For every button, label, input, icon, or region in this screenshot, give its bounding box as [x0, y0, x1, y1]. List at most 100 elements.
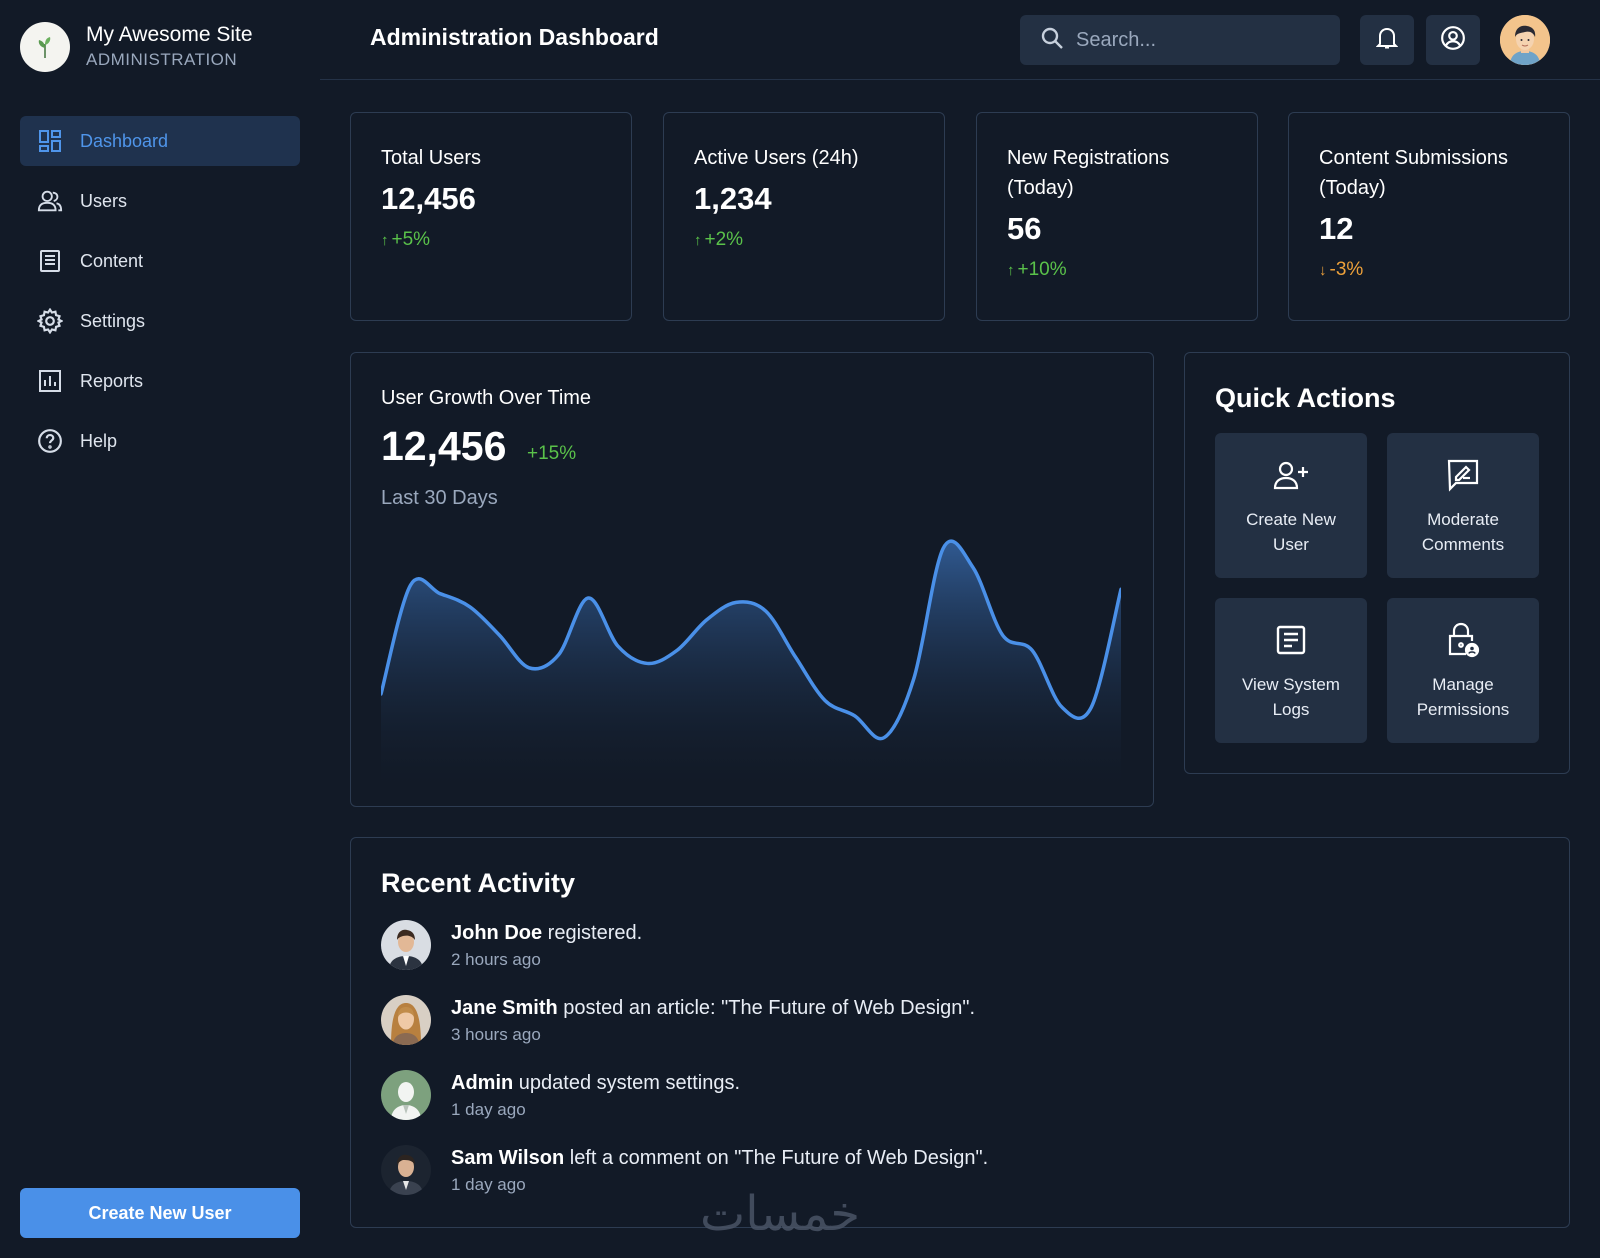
- search-icon: [1040, 26, 1064, 55]
- notifications-button[interactable]: [1360, 15, 1414, 65]
- chart-series-line: [381, 539, 1121, 741]
- user-avatar[interactable]: [1500, 15, 1550, 65]
- quick-actions-title: Quick Actions: [1215, 383, 1396, 413]
- activity-user: Jane Smith: [451, 997, 558, 1019]
- bell-icon: [1375, 26, 1399, 55]
- avatar: [381, 1070, 431, 1120]
- search-input[interactable]: [1076, 28, 1316, 52]
- document-icon: [37, 248, 63, 274]
- qa-create-user-button[interactable]: Create New User: [1215, 433, 1367, 578]
- arrow-up-icon: ↑: [381, 231, 389, 249]
- sidebar-item-label: Users: [80, 190, 128, 211]
- activity-time: 1 day ago: [451, 1175, 526, 1194]
- activity-time: 3 hours ago: [451, 1025, 541, 1044]
- qa-label: Create New User: [1246, 510, 1336, 554]
- stat-value: 12: [1319, 211, 1354, 246]
- activity-user: Sam Wilson: [451, 1147, 565, 1169]
- user-circle-icon: [1440, 25, 1466, 56]
- chart-area-fill: [381, 541, 1121, 785]
- activity-item[interactable]: John Doe registered. 2 hours ago: [381, 920, 642, 974]
- qa-label: Manage Permissions: [1416, 675, 1510, 719]
- activity-text: Jane Smith posted an article: "The Futur…: [451, 995, 975, 1021]
- sidebar-nav: Dashboard Users Content: [20, 116, 300, 476]
- activity-description: posted an article: "The Future of Web De…: [557, 997, 976, 1019]
- account-button[interactable]: [1426, 15, 1480, 65]
- activity-text: Admin updated system settings.: [451, 1070, 740, 1096]
- activity-item[interactable]: Jane Smith posted an article: "The Futur…: [381, 995, 975, 1049]
- help-icon: [37, 428, 63, 454]
- page-title: Administration Dashboard: [370, 24, 659, 50]
- sprout-icon: [20, 22, 70, 72]
- stat-card-new-registrations: New Registrations (Today) 56 ↑ +10%: [976, 112, 1258, 321]
- stat-label: Active Users (24h): [694, 147, 859, 169]
- dashboard-icon: [37, 128, 63, 154]
- stat-change: ↑ +2%: [694, 229, 914, 251]
- stat-card-content-submissions: Content Submissions (Today) 12 ↓ -3%: [1288, 112, 1570, 321]
- user-growth-card: User Growth Over Time 12,456 +15% Last 3…: [350, 352, 1154, 807]
- stat-change-value: +2%: [704, 229, 744, 250]
- stat-change-value: +5%: [391, 229, 431, 250]
- qa-moderate-comments-button[interactable]: Moderate Comments: [1387, 433, 1539, 578]
- sidebar-item-settings[interactable]: Settings: [20, 296, 300, 346]
- qa-label: Moderate Comments: [1421, 510, 1505, 554]
- sidebar-item-label: Dashboard: [80, 130, 169, 151]
- sidebar-item-label: Settings: [80, 310, 146, 331]
- stat-value: 12,456: [381, 181, 476, 216]
- sidebar-item-reports[interactable]: Reports: [20, 356, 300, 406]
- stat-change-value: +10%: [1017, 259, 1067, 280]
- sidebar: My Awesome Site ADMINISTRATION Dashboard…: [0, 0, 320, 1258]
- bar-chart-icon: [37, 368, 63, 394]
- gear-icon: [37, 308, 63, 334]
- sidebar-item-users[interactable]: Users: [20, 176, 300, 226]
- stat-value: 1,234: [694, 181, 772, 216]
- activity-text: Sam Wilson left a comment on "The Future…: [451, 1145, 988, 1171]
- chart-period: Last 30 Days: [381, 487, 498, 509]
- activity-item[interactable]: Admin updated system settings. 1 day ago: [381, 1070, 740, 1124]
- users-icon: [37, 188, 63, 214]
- search-box[interactable]: [1020, 15, 1340, 65]
- activity-description: registered.: [542, 922, 643, 944]
- stat-change: ↑ +10%: [1007, 259, 1227, 281]
- activity-text: John Doe registered.: [451, 920, 642, 946]
- recent-activity-title: Recent Activity: [381, 868, 576, 898]
- stat-label: Total Users: [381, 147, 482, 169]
- activity-item[interactable]: Sam Wilson left a comment on "The Future…: [381, 1145, 988, 1199]
- stat-value: 56: [1007, 211, 1042, 246]
- create-user-button[interactable]: Create New User: [20, 1188, 300, 1238]
- stat-label: Content Submissions (Today): [1319, 147, 1508, 199]
- brand[interactable]: My Awesome Site ADMINISTRATION: [20, 22, 253, 72]
- qa-view-logs-button[interactable]: View System Logs: [1215, 598, 1367, 743]
- chart-title: User Growth Over Time: [381, 387, 592, 409]
- comment-edit-icon: [1446, 457, 1480, 493]
- watermark: خمسات: [700, 1186, 861, 1242]
- chart-total-value: 12,456: [381, 423, 507, 469]
- lock-user-icon: [1446, 622, 1480, 658]
- sidebar-item-help[interactable]: Help: [20, 416, 300, 466]
- arrow-down-icon: ↓: [1319, 261, 1327, 279]
- activity-time: 1 day ago: [451, 1100, 526, 1119]
- sidebar-item-content[interactable]: Content: [20, 236, 300, 286]
- activity-description: left a comment on "The Future of Web Des…: [564, 1147, 989, 1169]
- add-user-icon: [1272, 457, 1310, 493]
- sidebar-item-dashboard[interactable]: Dashboard: [20, 116, 300, 166]
- stat-card-active-users: Active Users (24h) 1,234 ↑ +2%: [663, 112, 945, 321]
- arrow-up-icon: ↑: [1007, 261, 1015, 279]
- site-name: My Awesome Site: [86, 23, 253, 46]
- sidebar-item-label: Content: [80, 250, 144, 271]
- qa-manage-permissions-button[interactable]: Manage Permissions: [1387, 598, 1539, 743]
- activity-description: updated system settings.: [513, 1072, 741, 1094]
- qa-label: View System Logs: [1242, 675, 1340, 719]
- sidebar-item-label: Help: [80, 430, 118, 451]
- stat-change-value: -3%: [1329, 259, 1364, 280]
- avatar: [381, 1145, 431, 1195]
- chart-change: +15%: [527, 443, 577, 464]
- site-subtitle: ADMINISTRATION: [86, 50, 238, 69]
- top-header: Administration Dashboard: [320, 0, 1600, 80]
- activity-user: Admin: [451, 1072, 514, 1094]
- stat-change: ↑ +5%: [381, 229, 601, 251]
- stat-card-total-users: Total Users 12,456 ↑ +5%: [350, 112, 632, 321]
- activity-time: 2 hours ago: [451, 950, 541, 969]
- recent-activity-card: Recent Activity John Doe registered. 2 h…: [350, 837, 1570, 1228]
- stat-change: ↓ -3%: [1319, 259, 1539, 281]
- user-growth-chart: [381, 539, 1121, 785]
